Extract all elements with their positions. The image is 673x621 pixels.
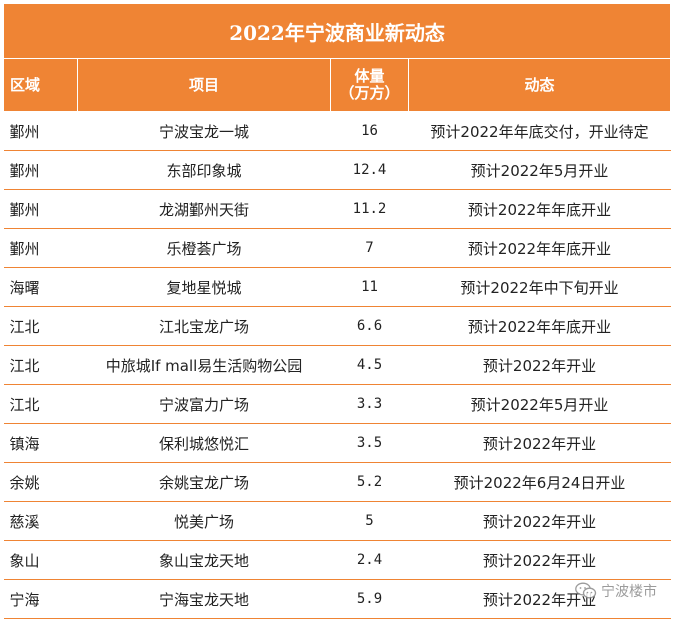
cell-volume: 16 bbox=[330, 111, 409, 151]
cell-status: 预计2022年中下旬开业 bbox=[408, 267, 671, 307]
cell-volume: 2.4 bbox=[330, 540, 409, 580]
cell-project: 宁波宝龙一城 bbox=[77, 111, 331, 151]
table-row: 鄞州 东部印象城 12.4 预计2022年5月开业 bbox=[3, 150, 671, 190]
cell-status: 预计2022年年底开业 bbox=[408, 189, 671, 229]
cell-project: 江北宝龙广场 bbox=[77, 306, 331, 346]
cell-region: 象山 bbox=[3, 540, 78, 580]
cell-volume: 12.4 bbox=[330, 150, 409, 190]
cell-project: 余姚宝龙广场 bbox=[77, 462, 331, 502]
cell-region: 慈溪 bbox=[3, 501, 78, 541]
column-header-status: 动态 bbox=[407, 58, 672, 112]
cell-volume: 4.5 bbox=[330, 345, 409, 385]
cell-region: 鄞州 bbox=[3, 228, 78, 268]
cell-status: 预计2022年5月开业 bbox=[408, 384, 671, 424]
cell-region: 余姚 bbox=[3, 462, 78, 502]
table-row: 慈溪 悦美广场 5 预计2022年开业 bbox=[3, 501, 671, 541]
cell-volume: 11.2 bbox=[330, 189, 409, 229]
table-row: 宁海 宁海宝龙天地 5.9 预计2022年开业 bbox=[3, 579, 671, 619]
header-row: 区域 项目 体量 （万方） 动态 bbox=[3, 58, 672, 112]
table-row: 江北 宁波富力广场 3.3 预计2022年5月开业 bbox=[3, 384, 671, 424]
table-row: 海曙 复地星悦城 11 预计2022年中下旬开业 bbox=[3, 267, 671, 307]
cell-status: 预计2022年5月开业 bbox=[408, 150, 671, 190]
column-header-volume: 体量 （万方） bbox=[330, 58, 409, 112]
cell-status: 预计2022年开业 bbox=[408, 501, 671, 541]
cell-status: 预计2022年6月24日开业 bbox=[408, 462, 671, 502]
cell-project: 宁海宝龙天地 bbox=[77, 579, 331, 619]
table-row: 鄞州 乐橙荟广场 7 预计2022年年底开业 bbox=[3, 228, 671, 268]
commercial-projects-table: 2022年宁波商业新动态 区域 项目 体量 （万方） 动态 鄞州 宁波宝龙一城 … bbox=[2, 3, 672, 619]
cell-volume: 6.6 bbox=[330, 306, 409, 346]
table-row: 象山 象山宝龙天地 2.4 预计2022年开业 bbox=[3, 540, 671, 580]
cell-volume: 11 bbox=[330, 267, 409, 307]
table-row: 镇海 保利城悠悦汇 3.5 预计2022年开业 bbox=[3, 423, 671, 463]
volume-header-line2: （万方） bbox=[339, 84, 400, 102]
table-row: 江北 江北宝龙广场 6.6 预计2022年年底开业 bbox=[3, 306, 671, 346]
watermark-text: 宁波楼市 bbox=[601, 584, 657, 600]
title-row: 2022年宁波商业新动态 bbox=[2, 3, 672, 59]
table-row: 鄞州 龙湖鄞州天街 11.2 预计2022年年底开业 bbox=[3, 189, 671, 229]
cell-project: 中旅城If mall易生活购物公园 bbox=[77, 345, 331, 385]
cell-region: 宁海 bbox=[3, 579, 78, 619]
cell-status: 预计2022年开业 bbox=[408, 579, 671, 619]
table-row: 鄞州 宁波宝龙一城 16 预计2022年年底交付，开业待定 bbox=[3, 111, 671, 151]
cell-volume: 7 bbox=[330, 228, 409, 268]
cell-project: 宁波富力广场 bbox=[77, 384, 331, 424]
cell-volume: 5 bbox=[330, 501, 409, 541]
cell-project: 复地星悦城 bbox=[77, 267, 331, 307]
cell-volume: 5.9 bbox=[330, 579, 409, 619]
cell-region: 江北 bbox=[3, 384, 78, 424]
wechat-icon bbox=[575, 582, 597, 600]
table-row: 江北 中旅城If mall易生活购物公园 4.5 预计2022年开业 bbox=[3, 345, 671, 385]
cell-project: 龙湖鄞州天街 bbox=[77, 189, 331, 229]
watermark: 宁波楼市 bbox=[575, 581, 657, 601]
cell-region: 海曙 bbox=[3, 267, 78, 307]
cell-project: 悦美广场 bbox=[77, 501, 331, 541]
cell-status: 预计2022年年底交付，开业待定 bbox=[408, 111, 671, 151]
cell-project: 象山宝龙天地 bbox=[77, 540, 331, 580]
cell-region: 鄞州 bbox=[3, 150, 78, 190]
cell-region: 江北 bbox=[3, 345, 78, 385]
cell-region: 镇海 bbox=[3, 423, 78, 463]
cell-region: 鄞州 bbox=[3, 189, 78, 229]
column-header-project: 项目 bbox=[77, 58, 331, 112]
cell-region: 江北 bbox=[3, 306, 78, 346]
volume-header-line1: 体量 bbox=[354, 67, 385, 85]
cell-status: 预计2022年年底开业 bbox=[408, 306, 671, 346]
cell-status: 预计2022年开业 bbox=[408, 345, 671, 385]
cell-status: 预计2022年开业 bbox=[408, 540, 671, 580]
cell-project: 乐橙荟广场 bbox=[77, 228, 331, 268]
cell-volume: 3.3 bbox=[330, 384, 409, 424]
cell-project: 东部印象城 bbox=[77, 150, 331, 190]
cell-region: 鄞州 bbox=[3, 111, 78, 151]
cell-status: 预计2022年年底开业 bbox=[408, 228, 671, 268]
table-title: 2022年宁波商业新动态 bbox=[2, 3, 672, 59]
column-header-region: 区域 bbox=[3, 58, 78, 112]
cell-volume: 5.2 bbox=[330, 462, 409, 502]
cell-volume: 3.5 bbox=[330, 423, 409, 463]
cell-project: 保利城悠悦汇 bbox=[77, 423, 331, 463]
table-row: 余姚 余姚宝龙广场 5.2 预计2022年6月24日开业 bbox=[3, 462, 671, 502]
cell-status: 预计2022年开业 bbox=[408, 423, 671, 463]
